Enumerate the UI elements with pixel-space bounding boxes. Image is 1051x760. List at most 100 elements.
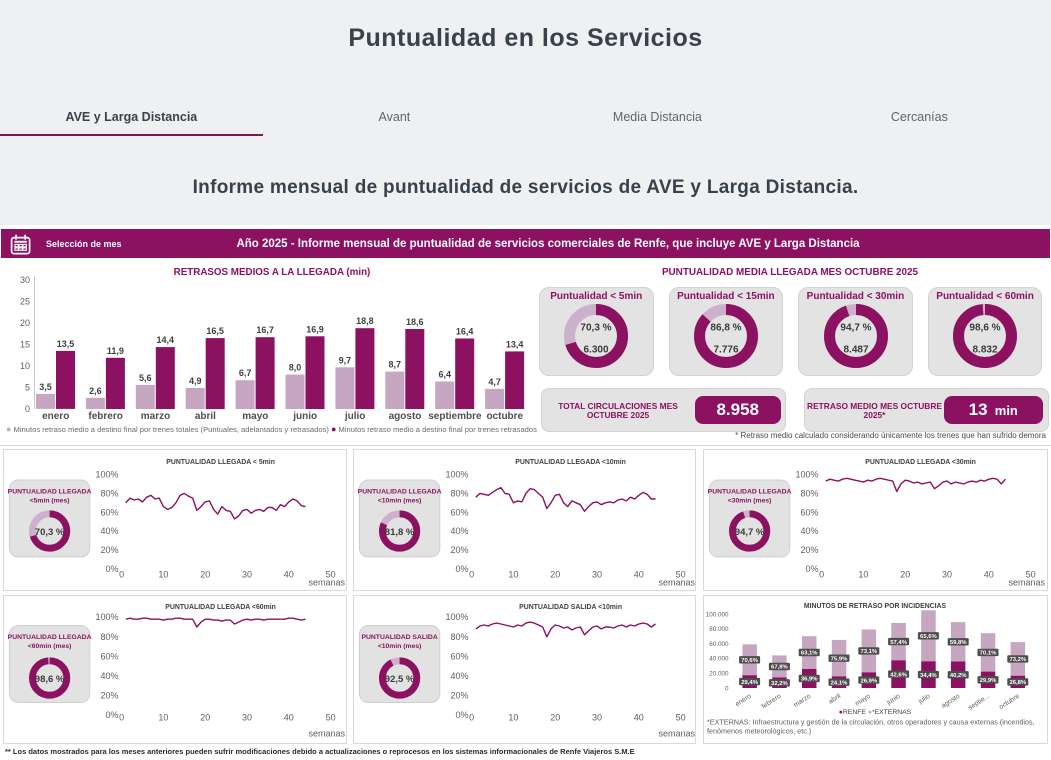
svg-text:16,4: 16,4 bbox=[456, 327, 474, 337]
svg-text:0: 0 bbox=[119, 713, 124, 723]
svg-text:40: 40 bbox=[984, 570, 994, 580]
svg-text:PUNTUALIDAD LLEGADA <10min: PUNTUALIDAD LLEGADA <10min bbox=[515, 459, 626, 466]
svg-text:julio: julio bbox=[916, 693, 931, 706]
svg-text:PUNTUALIDAD LLEGADA <60min: PUNTUALIDAD LLEGADA <60min bbox=[165, 604, 276, 611]
svg-text:0: 0 bbox=[119, 570, 124, 580]
svg-text:0: 0 bbox=[25, 404, 30, 414]
svg-text:semanas: semanas bbox=[308, 578, 345, 588]
svg-text:20.000: 20.000 bbox=[709, 671, 729, 678]
svg-text:septiembre: septiembre bbox=[428, 411, 482, 422]
svg-text:PUNTUALIDAD LLEGADA: PUNTUALIDAD LLEGADA bbox=[8, 634, 92, 641]
svg-text:25: 25 bbox=[20, 297, 30, 307]
svg-text:80%: 80% bbox=[100, 632, 118, 642]
svg-text:15: 15 bbox=[20, 340, 30, 350]
svg-text:<10min (mes): <10min (mes) bbox=[378, 498, 422, 505]
svg-text:0%: 0% bbox=[105, 710, 118, 720]
svg-text:30: 30 bbox=[20, 275, 30, 285]
svg-text:29,4%: 29,4% bbox=[741, 680, 758, 686]
svg-text:julio: julio bbox=[344, 411, 366, 422]
svg-text:36,9%: 36,9% bbox=[801, 677, 818, 683]
svg-text:0: 0 bbox=[469, 570, 474, 580]
svg-text:40,2%: 40,2% bbox=[950, 673, 967, 679]
svg-text:40%: 40% bbox=[450, 671, 468, 681]
svg-text:mayo: mayo bbox=[854, 693, 872, 708]
svg-text:6,4: 6,4 bbox=[438, 370, 451, 380]
svg-text:100.000: 100.000 bbox=[706, 611, 729, 618]
svg-text:65,6%: 65,6% bbox=[920, 634, 937, 640]
svg-text:9,7: 9,7 bbox=[339, 355, 352, 365]
svg-text:50: 50 bbox=[326, 570, 336, 580]
svg-text:5,6: 5,6 bbox=[139, 373, 152, 383]
svg-text:20%: 20% bbox=[450, 545, 468, 555]
svg-text:enero: enero bbox=[42, 411, 69, 422]
svg-text:enero: enero bbox=[734, 693, 753, 708]
svg-text:20: 20 bbox=[20, 318, 30, 328]
svg-text:abril: abril bbox=[195, 411, 216, 422]
svg-text:4,9: 4,9 bbox=[189, 376, 202, 386]
svg-text:30: 30 bbox=[242, 713, 252, 723]
svg-text:semanas: semanas bbox=[1008, 578, 1045, 588]
svg-text:●RENFE ●*EXTERNAS: ●RENFE ●*EXTERNAS bbox=[839, 709, 912, 716]
svg-text:10: 10 bbox=[508, 570, 518, 580]
svg-text:PUNTUALIDAD LLEGADA: PUNTUALIDAD LLEGADA bbox=[8, 489, 92, 496]
svg-text:26,8%: 26,8% bbox=[1009, 680, 1026, 686]
svg-text:30: 30 bbox=[592, 570, 602, 580]
svg-text:59,8%: 59,8% bbox=[950, 640, 967, 646]
svg-text:40%: 40% bbox=[100, 526, 118, 536]
svg-text:mayo: mayo bbox=[242, 411, 268, 422]
svg-text:semanas: semanas bbox=[658, 729, 695, 739]
svg-text:7.776: 7.776 bbox=[713, 345, 738, 356]
svg-text:42,6%: 42,6% bbox=[890, 672, 907, 678]
svg-text:*EXTERNAS: Infraestructura y g: *EXTERNAS: Infraestructura y gestión de … bbox=[707, 718, 1035, 727]
svg-text:20: 20 bbox=[200, 713, 210, 723]
svg-text:100%: 100% bbox=[95, 470, 118, 480]
svg-text:50: 50 bbox=[1025, 570, 1035, 580]
svg-text:13,5: 13,5 bbox=[57, 339, 75, 349]
svg-text:<60min (mes): <60min (mes) bbox=[28, 643, 72, 650]
svg-text:70,1%: 70,1% bbox=[979, 651, 996, 657]
svg-text:50: 50 bbox=[675, 713, 685, 723]
svg-text:10: 10 bbox=[508, 713, 518, 723]
svg-text:agosto: agosto bbox=[940, 693, 961, 710]
svg-text:60%: 60% bbox=[100, 651, 118, 661]
svg-text:60%: 60% bbox=[450, 507, 468, 517]
svg-text:10: 10 bbox=[20, 361, 30, 371]
svg-text:junio: junio bbox=[292, 411, 317, 422]
svg-text:16,7: 16,7 bbox=[256, 325, 274, 335]
svg-text:75,9%: 75,9% bbox=[830, 656, 847, 662]
svg-text:20%: 20% bbox=[100, 690, 118, 700]
svg-text:<10min (mes): <10min (mes) bbox=[378, 643, 422, 650]
svg-text:febrero: febrero bbox=[760, 693, 782, 711]
svg-text:<5min (mes): <5min (mes) bbox=[30, 498, 70, 505]
svg-text:50: 50 bbox=[675, 570, 685, 580]
svg-text:8.832: 8.832 bbox=[972, 345, 997, 356]
svg-text:60%: 60% bbox=[800, 507, 818, 517]
svg-text:3,5: 3,5 bbox=[39, 382, 52, 392]
svg-text:60%: 60% bbox=[450, 651, 468, 661]
svg-text:16,9: 16,9 bbox=[306, 324, 324, 334]
svg-text:98,6 %: 98,6 % bbox=[35, 674, 65, 685]
svg-text:20: 20 bbox=[550, 570, 560, 580]
svg-text:11,9: 11,9 bbox=[107, 346, 124, 356]
svg-text:0%: 0% bbox=[455, 710, 468, 720]
svg-text:92,5 %: 92,5 % bbox=[385, 674, 415, 685]
svg-text:PUNTUALIDAD LLEGADA < 5min: PUNTUALIDAD LLEGADA < 5min bbox=[166, 459, 275, 466]
svg-text:18,8: 18,8 bbox=[356, 316, 374, 326]
svg-text:8,7: 8,7 bbox=[389, 360, 402, 370]
svg-text:100%: 100% bbox=[445, 612, 468, 622]
svg-text:PUNTUALIDAD SALIDA <10min: PUNTUALIDAD SALIDA <10min bbox=[519, 604, 622, 611]
svg-text:8,0: 8,0 bbox=[289, 363, 302, 373]
svg-text:40: 40 bbox=[284, 570, 294, 580]
svg-text:20: 20 bbox=[550, 713, 560, 723]
svg-text:57,4%: 57,4% bbox=[890, 640, 907, 646]
svg-text:PUNTUALIDAD LLEGADA <30min: PUNTUALIDAD LLEGADA <30min bbox=[865, 459, 976, 466]
svg-text:29,9%: 29,9% bbox=[979, 678, 996, 684]
svg-text:73,2%: 73,2% bbox=[1009, 657, 1026, 663]
svg-text:4,7: 4,7 bbox=[488, 377, 501, 387]
svg-text:marzo: marzo bbox=[141, 411, 170, 422]
svg-text:semanas: semanas bbox=[658, 578, 695, 588]
svg-text:2,6: 2,6 bbox=[89, 386, 102, 396]
svg-text:50: 50 bbox=[326, 713, 336, 723]
svg-text:86,8 %: 86,8 % bbox=[710, 323, 741, 334]
svg-text:0: 0 bbox=[819, 570, 824, 580]
